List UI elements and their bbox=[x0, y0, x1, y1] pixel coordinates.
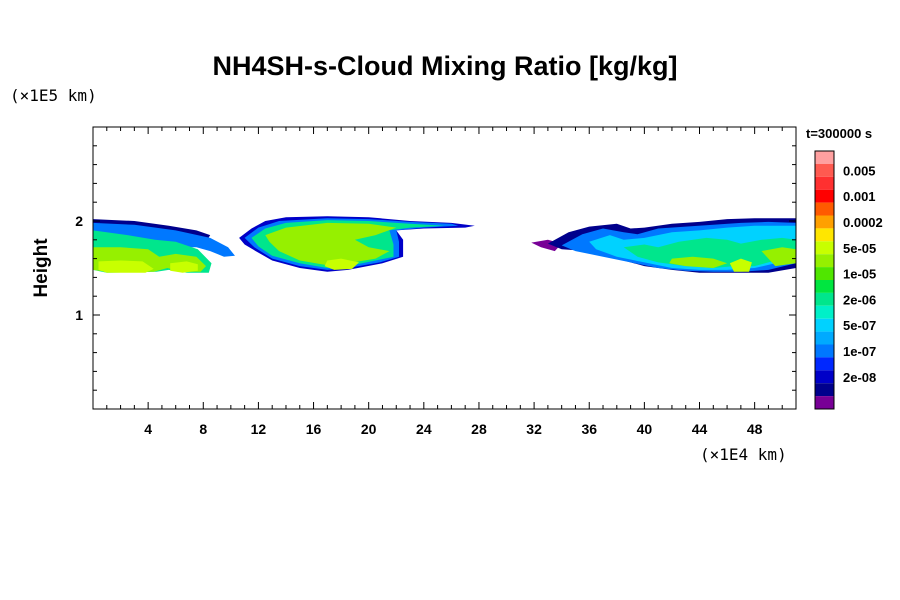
colorbar-label: 5e-05 bbox=[843, 241, 876, 256]
colorbar-swatch bbox=[815, 163, 834, 177]
cloud-middle bbox=[239, 216, 475, 272]
colorbar-swatch bbox=[815, 215, 834, 229]
cloud-right-layer-7 bbox=[761, 247, 796, 267]
colorbar-frame bbox=[814, 150, 835, 410]
colorbar-label: 1e-05 bbox=[843, 267, 876, 282]
colorbar-label: 2e-06 bbox=[843, 292, 876, 307]
colorbar-label: 0.005 bbox=[843, 163, 876, 178]
cloud-middle-layer-4 bbox=[324, 258, 359, 270]
colorbar-label: 2e-08 bbox=[843, 370, 876, 385]
x-tick-label: 8 bbox=[199, 421, 207, 437]
colorbar-swatch bbox=[815, 280, 834, 293]
x-tick-label: 36 bbox=[581, 421, 597, 437]
colorbar-label: 0.0002 bbox=[843, 215, 883, 230]
cloud-right bbox=[531, 218, 796, 273]
chart-title: NH4SH-s-Cloud Mixing Ratio [kg/kg] bbox=[213, 51, 678, 81]
colorbar-swatch bbox=[815, 370, 834, 384]
colorbar: 0.005 0.001 0.0002 5e-05 1e-05 2e-06 5e-07 1e-0… bbox=[814, 150, 883, 410]
x-tick-label: 32 bbox=[526, 421, 542, 437]
x-tick-label: 28 bbox=[471, 421, 487, 437]
colorbar-swatch bbox=[815, 241, 834, 255]
colorbar-label: 5e-07 bbox=[843, 318, 876, 333]
colorbar-swatch bbox=[815, 305, 834, 319]
y-tick-label: 2 bbox=[75, 213, 83, 229]
cloud-right-layer-4 bbox=[623, 237, 796, 268]
colorbar-swatch bbox=[815, 318, 834, 332]
x-tick-label: 44 bbox=[692, 421, 708, 437]
x-tick-label: 24 bbox=[416, 421, 432, 437]
colorbar-swatch bbox=[815, 254, 834, 268]
y-axis: 12 bbox=[75, 145, 796, 391]
colorbar-label: 1e-07 bbox=[843, 344, 876, 359]
y-axis-label: Height bbox=[31, 238, 52, 298]
x-tick-label: 4 bbox=[144, 421, 152, 437]
colorbar-swatch bbox=[815, 228, 834, 242]
x-tick-label: 48 bbox=[747, 421, 763, 437]
x-tick-label: 16 bbox=[306, 421, 322, 437]
plot-frame bbox=[92, 126, 797, 410]
colorbar-swatch bbox=[815, 331, 834, 345]
colorbar-swatch bbox=[815, 202, 834, 216]
colorbar-swatch bbox=[815, 176, 834, 190]
colorbar-swatch bbox=[815, 357, 834, 371]
x-axis: 4 8 12 16 20 24 28 32 36 40 44 48 bbox=[106, 127, 783, 437]
colorbar-label: 0.001 bbox=[843, 189, 876, 204]
colorbar-swatch bbox=[815, 383, 834, 397]
cloud-right-layer-6 bbox=[729, 258, 752, 272]
colorbar-swatch bbox=[815, 267, 834, 280]
colorbar-swatch bbox=[815, 151, 834, 164]
y-tick-label: 1 bbox=[75, 307, 83, 323]
colorbar-swatch bbox=[815, 189, 834, 203]
colorbar-swatch bbox=[815, 344, 834, 358]
cloud-middle-layer-3 bbox=[265, 222, 397, 266]
x-scale-label: (×1E4 km) bbox=[700, 445, 787, 464]
cloud-left-layer-4 bbox=[98, 260, 154, 273]
plot-area bbox=[93, 216, 796, 273]
cloud-left-layer-5 bbox=[170, 261, 198, 273]
time-label: t=300000 s bbox=[806, 126, 872, 141]
y-scale-label: (×1E5 km) bbox=[10, 86, 97, 105]
x-tick-label: 12 bbox=[251, 421, 267, 437]
x-tick-label: 40 bbox=[637, 421, 653, 437]
x-tick-label: 20 bbox=[361, 421, 377, 437]
cloud-left bbox=[93, 219, 235, 273]
colorbar-swatch bbox=[815, 396, 834, 409]
cloud-right-layer-5 bbox=[669, 256, 728, 268]
colorbar-swatch bbox=[815, 292, 834, 306]
